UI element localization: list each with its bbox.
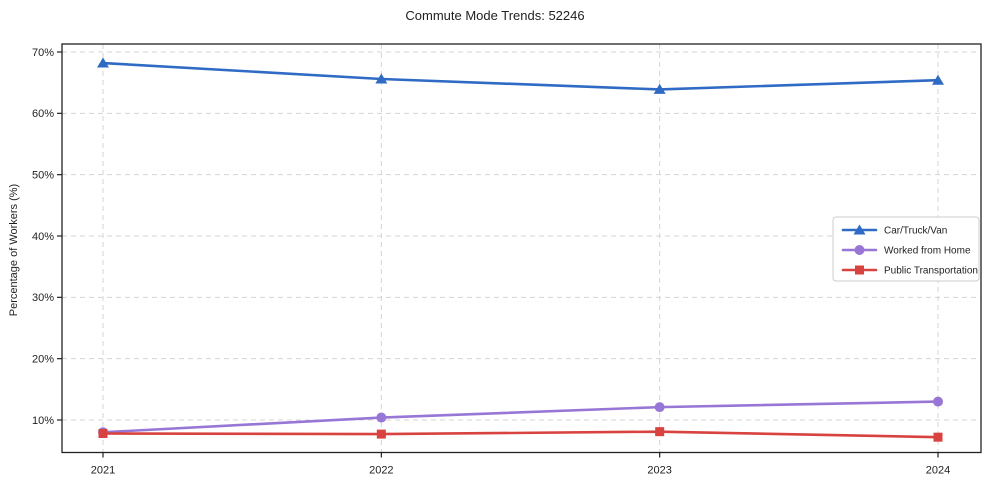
legend-label: Public Transportation [884,266,978,277]
data-point-public-transportation [655,427,665,437]
x-tick-label: 2023 [647,465,671,477]
legend-box [832,216,980,282]
chart-title: Commute Mode Trends: 52246 [405,8,585,23]
y-tick-label: 40% [32,231,54,243]
y-tick-label: 50% [32,169,54,181]
x-tick-label: 2021 [91,465,115,477]
data-point-worked-from-home [654,402,665,413]
y-axis-label: Percentage of Workers (%) [8,183,20,317]
data-point-car-truck-van [931,74,944,85]
y-tick-label: 60% [32,108,54,120]
x-tick-label: 2024 [926,465,950,477]
data-point-public-transportation [933,432,943,442]
x-tick-label: 2022 [369,465,393,477]
data-point-public-transportation [376,429,386,439]
legend-label: Worked from Home [884,246,971,257]
data-point-car-truck-van [375,73,388,84]
y-tick-label: 30% [32,292,54,304]
data-point-worked-from-home [376,412,387,423]
legend-label: Car/Truck/Van [884,226,947,237]
y-tick-label: 70% [32,47,54,59]
y-tick-label: 10% [32,415,54,427]
y-tick-label: 20% [32,353,54,365]
data-point-worked-from-home [932,396,943,407]
legend-marker-triangle [853,224,866,235]
data-point-public-transportation [98,428,108,438]
series-line-worked-from-home [101,400,940,434]
legend-marker-circle [854,245,865,255]
series-line-car-truck-van [101,61,940,91]
data-point-car-truck-van [653,83,666,94]
legend-marker-square [855,265,864,275]
series-line-public-transportation [101,430,940,439]
data-point-car-truck-van [97,57,109,68]
plot-border [61,43,982,454]
